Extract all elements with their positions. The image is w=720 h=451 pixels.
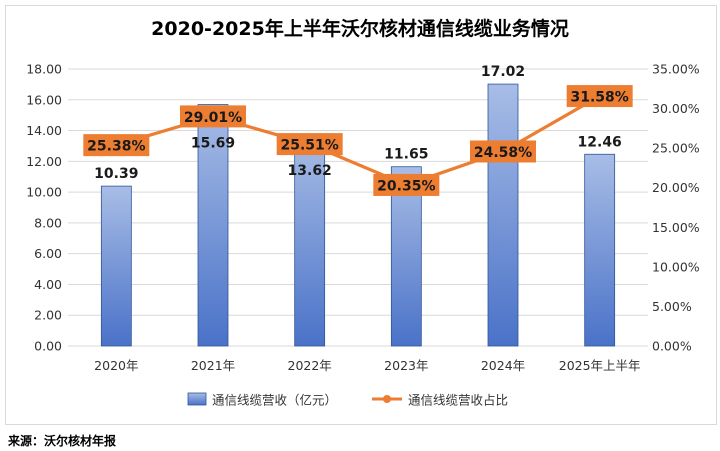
- x-tick-label: 2025年上半年: [559, 358, 641, 373]
- legend-bar-label: 通信线缆营收（亿元）: [212, 393, 337, 408]
- legend-line-marker: [383, 395, 391, 403]
- bar-value-label: 10.39: [94, 166, 138, 182]
- bar-value-label: 11.65: [384, 147, 428, 163]
- bar-value-label: 17.02: [481, 64, 525, 80]
- line-value-label: 25.51%: [281, 138, 339, 154]
- y-left-tick-label: 14.00: [26, 123, 62, 138]
- y-right-tick-label: 35.00%: [652, 62, 700, 77]
- bar-value-label: 15.69: [191, 135, 235, 151]
- line-label-box: [470, 140, 536, 163]
- y-left-tick-label: 10.00: [26, 185, 62, 200]
- x-tick-label: 2024年: [481, 358, 525, 373]
- chart-title: 2020-2025年上半年沃尔核材通信线缆业务情况: [151, 18, 569, 40]
- y-left-tick-label: 18.00: [26, 62, 62, 77]
- line-value-label: 31.58%: [571, 90, 629, 106]
- y-right-tick-label: 20.00%: [652, 180, 700, 195]
- line-label-box: [83, 134, 150, 157]
- y-right-tick-label: 10.00%: [652, 259, 700, 274]
- x-tick-label: 2021年: [191, 358, 235, 373]
- line-label-box: [276, 133, 343, 156]
- bar: [100, 185, 132, 347]
- bar: [294, 136, 326, 347]
- line-value-label: 20.35%: [377, 178, 435, 194]
- y-left-tick-label: 16.00: [26, 92, 62, 107]
- source-note: 来源：沃尔核材年报: [8, 434, 117, 448]
- bar: [390, 166, 422, 347]
- legend-bar-swatch: [187, 392, 207, 406]
- line-label-box: [566, 85, 633, 108]
- y-left-tick-label: 2.00: [34, 308, 62, 323]
- y-left-tick-label: 12.00: [26, 154, 62, 169]
- y-right-tick-label: 5.00%: [652, 299, 692, 314]
- y-right-tick-label: 25.00%: [652, 141, 700, 156]
- x-tick-label: 2022年: [288, 358, 332, 373]
- y-right-tick-label: 0.00%: [652, 339, 692, 354]
- y-left-tick-label: 0.00: [34, 339, 62, 354]
- line-value-label: 24.58%: [474, 145, 532, 161]
- bar: [584, 153, 616, 347]
- y-left-tick-label: 4.00: [34, 277, 62, 292]
- line-label-box: [180, 105, 246, 128]
- x-tick-label: 2023年: [384, 358, 428, 373]
- line-value-label: 29.01%: [184, 110, 242, 126]
- line-label-box: [373, 173, 440, 196]
- y-left-tick-label: 8.00: [34, 215, 62, 230]
- bar-value-label: 13.62: [288, 163, 332, 179]
- bar: [197, 104, 229, 347]
- legend-line-label: 通信线缆营收占比: [408, 393, 508, 408]
- y-left-tick-label: 6.00: [34, 246, 62, 261]
- x-tick-label: 2020年: [94, 358, 138, 373]
- line-value-label: 25.38%: [87, 139, 145, 155]
- y-right-tick-label: 30.00%: [652, 101, 700, 116]
- bar-value-label: 12.46: [578, 134, 622, 150]
- y-right-tick-label: 15.00%: [652, 220, 700, 235]
- bar: [487, 83, 519, 347]
